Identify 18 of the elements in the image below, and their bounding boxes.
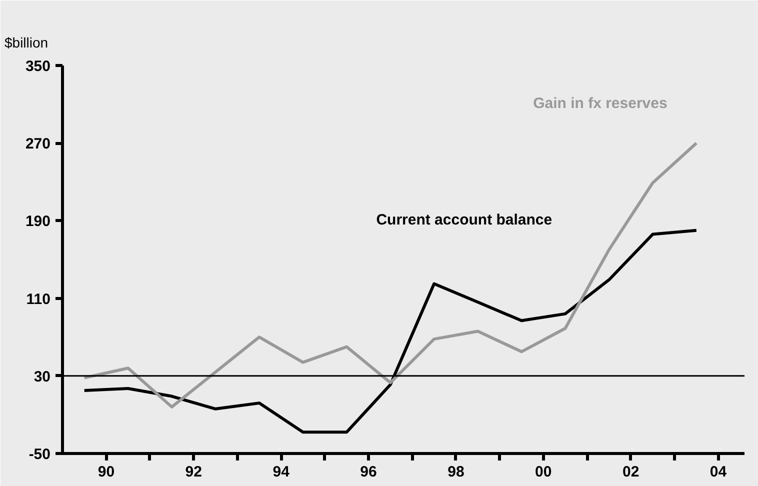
x-tick-label: 98 <box>448 464 464 480</box>
x-tick-label: 96 <box>360 464 377 480</box>
x-tick-label: 04 <box>710 464 728 480</box>
y-axis-title: $billion <box>4 34 48 50</box>
x-tick-label: 92 <box>185 464 202 480</box>
line-series <box>82 142 698 408</box>
x-tick-label: 90 <box>98 464 115 480</box>
x-tick-label: 02 <box>622 464 640 480</box>
x-tick-label: 00 <box>535 464 552 480</box>
y-tick-label: 110 <box>26 290 51 308</box>
y-tick-label: 350 <box>25 58 51 75</box>
y-tick-label: 30 <box>34 368 51 386</box>
y-tick-label: 190 <box>25 213 51 230</box>
text: Current account balance <box>376 211 552 228</box>
x-tick-label: 94 <box>272 464 290 480</box>
text: Gain in fx reserves <box>533 95 668 112</box>
y-tick-label: -50 <box>28 446 51 463</box>
y-tick-label: 270 <box>25 136 51 153</box>
